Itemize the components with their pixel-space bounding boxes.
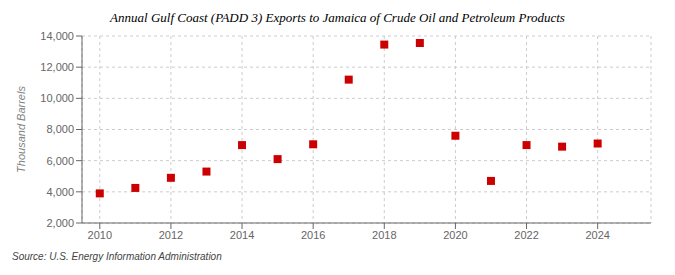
svg-text:6,000: 6,000	[46, 155, 74, 167]
svg-text:14,000: 14,000	[40, 30, 74, 42]
svg-text:2016: 2016	[301, 229, 325, 241]
svg-text:4,000: 4,000	[46, 186, 74, 198]
svg-text:2,000: 2,000	[46, 217, 74, 229]
svg-text:12,000: 12,000	[40, 61, 74, 73]
svg-text:2020: 2020	[443, 229, 467, 241]
svg-text:10,000: 10,000	[40, 92, 74, 104]
svg-text:2018: 2018	[372, 229, 396, 241]
svg-text:8,000: 8,000	[46, 123, 74, 135]
html-text:Source: U.S. Energy Informatio: Source: U.S. Energy Information Administ…	[12, 251, 222, 262]
svg-text:2014: 2014	[230, 229, 254, 241]
svg-text:2010: 2010	[88, 229, 112, 241]
svg-text:2024: 2024	[585, 229, 609, 241]
svg-text:Thousand Barrels: Thousand Barrels	[15, 86, 27, 173]
html-text:Annual Gulf Coast (PADD 3) Exp: Annual Gulf Coast (PADD 3) Exports to Ja…	[110, 10, 565, 25]
svg-text:2012: 2012	[159, 229, 183, 241]
svg-text:2022: 2022	[514, 229, 538, 241]
